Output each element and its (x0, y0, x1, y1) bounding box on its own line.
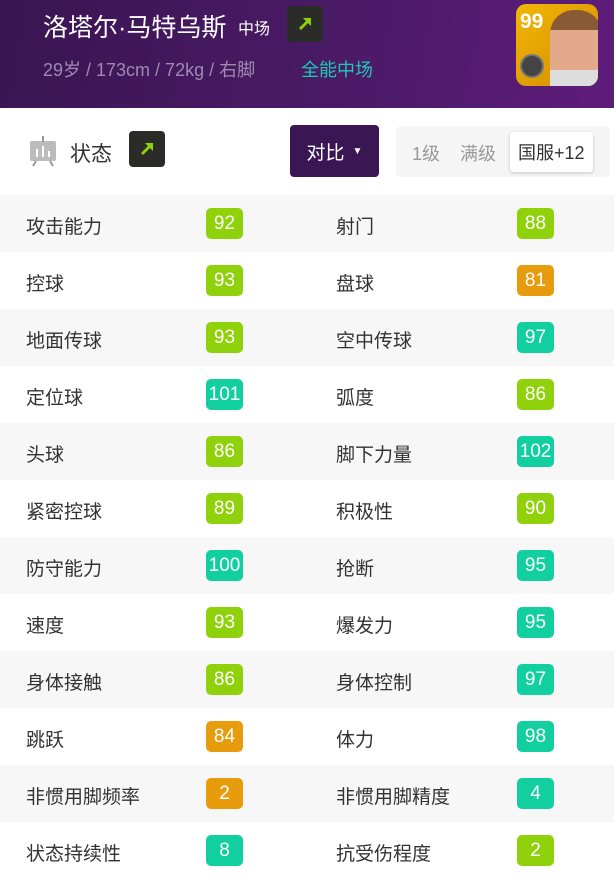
level-option-1[interactable]: 1级 (412, 144, 441, 164)
stat-label: 状态持续性 (26, 844, 122, 865)
stat-row: 身体接触 86 身体控制 97 (0, 651, 614, 708)
stat-row: 头球 86 脚下力量 102 (0, 423, 614, 480)
stat-label: 身体接触 (26, 673, 103, 694)
stats-board-icon (30, 136, 56, 167)
stat-label: 身体控制 (336, 673, 413, 694)
level-option-max[interactable]: 满级 (460, 144, 496, 164)
player-role: 全能中场 (301, 60, 373, 80)
compare-dropdown[interactable]: 对比 ▼ (290, 125, 379, 177)
stat-value: 95 (517, 607, 554, 638)
trend-button[interactable] (287, 6, 323, 42)
stat-label: 爆发力 (336, 616, 394, 637)
stat-label: 抢断 (336, 559, 375, 580)
stat-value: 2 (206, 778, 243, 809)
player-name: 洛塔尔·马特乌斯 (43, 14, 227, 42)
stat-row: 非惯用脚频率 2 非惯用脚精度 4 (0, 765, 614, 822)
arrow-up-right-icon (141, 143, 153, 155)
stat-value: 81 (517, 265, 554, 296)
stat-value: 97 (517, 664, 554, 695)
stat-value: 90 (517, 493, 554, 524)
stat-value: 4 (517, 778, 554, 809)
stat-label: 攻击能力 (26, 217, 103, 238)
stat-label: 速度 (26, 616, 65, 637)
stat-label: 积极性 (336, 502, 394, 523)
stat-label: 空中传球 (336, 331, 413, 352)
player-meta: 29岁 / 173cm / 72kg / 右脚 (43, 60, 256, 80)
stat-row: 攻击能力 92 射门 88 (0, 195, 614, 252)
stat-value: 101 (206, 379, 243, 410)
player-card[interactable]: 99 (516, 4, 598, 86)
player-position: 中场 (238, 21, 271, 38)
stat-label: 非惯用脚频率 (26, 787, 141, 808)
stat-row: 状态持续性 8 抗受伤程度 2 (0, 822, 614, 879)
stat-label: 头球 (26, 445, 65, 466)
stat-row: 紧密控球 89 积极性 90 (0, 480, 614, 537)
stat-label: 地面传球 (26, 331, 103, 352)
stat-value: 95 (517, 550, 554, 581)
stat-label: 盘球 (336, 274, 375, 295)
level-selector: 1级 满级 国服+12 (396, 126, 610, 177)
stat-value: 98 (517, 721, 554, 752)
stat-label: 脚下力量 (336, 445, 413, 466)
compare-label: 对比 (306, 142, 345, 164)
stat-label: 非惯用脚精度 (336, 787, 451, 808)
stat-row: 速度 93 爆发力 95 (0, 594, 614, 651)
player-header: 洛塔尔·马特乌斯 中场 29岁 / 173cm / 72kg / 右脚 全能中场… (0, 0, 614, 108)
stat-value: 86 (206, 664, 243, 695)
caret-down-icon: ▼ (352, 145, 363, 157)
card-type-icon (520, 54, 544, 78)
stat-value: 2 (517, 835, 554, 866)
stat-value: 100 (206, 550, 243, 581)
stat-label: 紧密控球 (26, 502, 103, 523)
player-overall: 99 (520, 10, 544, 33)
level-option-server[interactable]: 国服+12 (510, 132, 593, 172)
stat-value: 86 (517, 379, 554, 410)
stat-row: 地面传球 93 空中传球 97 (0, 309, 614, 366)
player-photo (550, 10, 598, 86)
stat-label: 弧度 (336, 388, 375, 409)
stat-value: 93 (206, 607, 243, 638)
stat-label: 控球 (26, 274, 65, 295)
stat-value: 92 (206, 208, 243, 239)
stat-value: 88 (517, 208, 554, 239)
stat-value: 102 (517, 436, 554, 467)
stat-row: 定位球 101 弧度 86 (0, 366, 614, 423)
arrow-up-right-icon (299, 18, 311, 30)
stat-value: 97 (517, 322, 554, 353)
stat-label: 跳跃 (26, 730, 65, 751)
stat-label: 抗受伤程度 (336, 844, 432, 865)
stat-value: 93 (206, 322, 243, 353)
stat-row: 防守能力 100 抢断 95 (0, 537, 614, 594)
stat-label: 射门 (336, 217, 375, 238)
stat-row: 跳跃 84 体力 98 (0, 708, 614, 765)
stat-value: 84 (206, 721, 243, 752)
stat-value: 93 (206, 265, 243, 296)
stat-label: 防守能力 (26, 559, 103, 580)
status-trend-button[interactable] (129, 131, 165, 167)
stats-table: 攻击能力 92 射门 88 控球 93 盘球 81 地面传球 93 空中传球 97 定位球 101 弧度 86… (0, 195, 614, 879)
stat-row: 控球 93 盘球 81 (0, 252, 614, 309)
stat-value: 89 (206, 493, 243, 524)
stat-label: 体力 (336, 730, 375, 751)
stat-label: 定位球 (26, 388, 84, 409)
status-label: 状态 (70, 143, 112, 166)
stat-value: 8 (206, 835, 243, 866)
stat-value: 86 (206, 436, 243, 467)
